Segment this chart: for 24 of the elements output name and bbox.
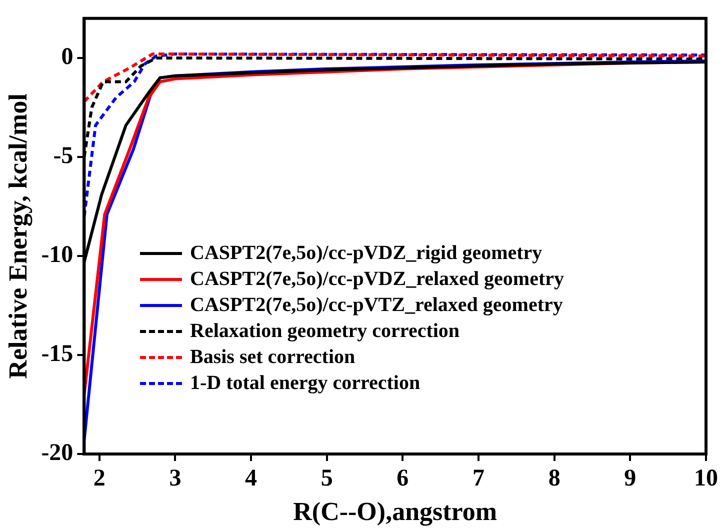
line-series <box>84 52 706 218</box>
x-tick-label: 6 <box>396 466 409 492</box>
x-axis-title: R(C--O),angstrom <box>293 497 498 526</box>
legend-label: CASPT2(7e,5o)/cc-pVDZ_relaxed geometry <box>190 268 564 290</box>
x-tick-label: 2 <box>93 466 106 492</box>
y-tick-label: -10 <box>41 242 74 268</box>
line-series <box>84 52 706 104</box>
x-tick-label: 3 <box>169 466 182 492</box>
x-tick-label: 8 <box>548 466 560 492</box>
y-tick-label: 0 <box>61 44 74 70</box>
x-tick-label: 9 <box>624 466 636 492</box>
y-tick-label: -20 <box>41 440 74 466</box>
legend-label: 1-D total energy correction <box>190 372 420 394</box>
y-axis-title: Relative Energy, kcal/mol <box>3 94 32 379</box>
y-tick-label: -5 <box>53 143 74 170</box>
x-tick-label: 4 <box>245 466 258 492</box>
legend-label: CASPT2(7e,5o)/cc-pVTZ_relaxed geometry <box>190 294 563 316</box>
y-tick-label: -15 <box>41 341 74 368</box>
legend-label: CASPT2(7e,5o)/cc-pVDZ_rigid geometry <box>190 242 542 264</box>
legend-label: Basis set correction <box>190 346 356 368</box>
x-tick-label: 7 <box>472 466 485 492</box>
x-tick-label: 5 <box>320 466 333 492</box>
legend-label: Relaxation geometry correction <box>190 320 460 342</box>
x-tick-label: 10 <box>694 466 718 492</box>
